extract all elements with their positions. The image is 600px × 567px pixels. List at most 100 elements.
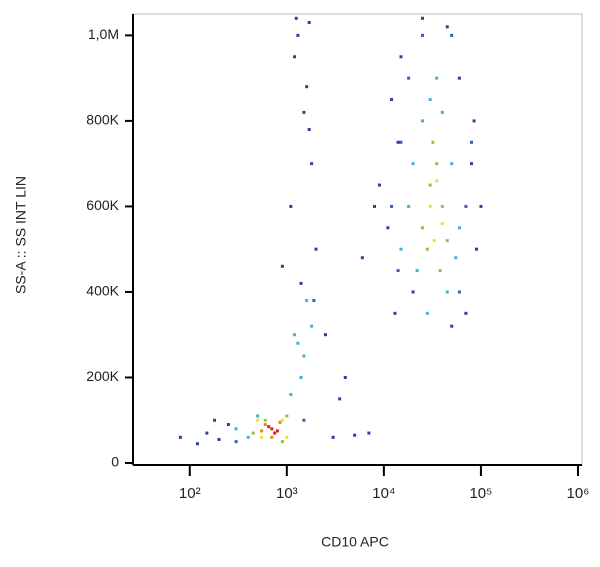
point [289,204,293,208]
point [445,290,449,294]
x-axis-title: CD10 APC [321,534,389,550]
point [445,239,449,243]
point [307,127,311,131]
point [457,290,461,294]
point [305,85,309,89]
point [440,110,444,114]
point [421,119,425,123]
point [390,98,394,102]
point [372,204,376,208]
point [390,204,394,208]
point [280,264,284,268]
point [431,140,435,144]
point [234,427,238,431]
point [267,425,271,429]
point [428,98,432,102]
point [435,162,439,166]
point [285,414,289,418]
point [280,418,284,422]
point [445,25,449,29]
point [263,423,267,427]
point [302,110,306,114]
point [454,256,458,260]
point [275,429,279,433]
point [428,183,432,187]
point [464,311,468,315]
point [296,341,300,345]
point [226,423,230,427]
point [440,204,444,208]
point [263,418,267,422]
point [273,431,277,435]
point [474,247,478,251]
point [435,76,439,80]
point [310,324,314,328]
point [393,311,397,315]
point [299,281,303,285]
point [399,55,403,59]
point [472,119,476,123]
point [425,311,429,315]
point [377,183,381,187]
x-tick-label: 10³ [276,485,298,502]
point [399,247,403,251]
x-tick-label: 10⁵ [469,485,492,502]
point [432,239,436,243]
y-axis-title: SS-A :: SS INT LIN [13,176,29,294]
point [280,440,284,444]
point [289,393,293,397]
point [213,418,217,422]
point [305,299,309,303]
point [470,162,474,166]
point [270,427,274,431]
point [302,418,306,422]
point [323,333,327,337]
y-tick-label: 1,0M [88,26,119,42]
point [278,420,282,424]
point [260,435,264,439]
point [307,21,311,25]
point [438,269,442,273]
point [457,226,461,230]
point [425,247,429,251]
point [293,55,297,59]
point [396,269,400,273]
point [343,375,347,379]
point [411,290,415,294]
point [457,76,461,80]
y-tick-label: 200K [86,368,119,384]
point [440,222,444,226]
point [338,397,342,401]
point [293,333,297,337]
point [421,33,425,37]
point [367,431,371,435]
point [450,162,454,166]
y-tick-label: 0 [111,454,119,470]
point [256,414,260,418]
point [314,247,318,251]
plot-frame [132,13,583,466]
point [415,269,419,273]
point [353,433,357,437]
point [302,354,306,358]
point [428,204,432,208]
point [294,16,298,20]
point [421,16,425,20]
point [195,442,199,446]
point [411,162,415,166]
point [299,375,303,379]
point [251,431,255,435]
point [407,204,411,208]
point [399,140,403,144]
x-tick-label: 10⁴ [372,485,395,502]
point [450,324,454,328]
point [386,226,390,230]
x-tick-label: 10⁶ [567,485,590,502]
x-tick-label: 10² [179,485,201,502]
point [256,418,260,422]
point [285,435,289,439]
point [450,33,454,37]
point [464,204,468,208]
y-tick-label: 600K [86,197,119,213]
point [331,435,335,439]
